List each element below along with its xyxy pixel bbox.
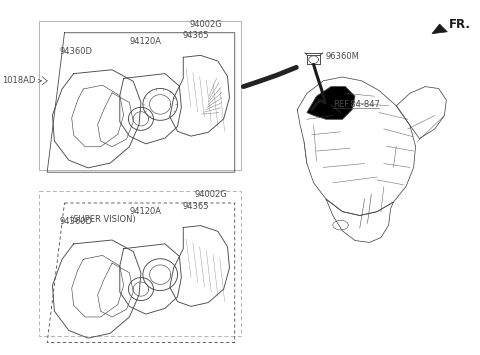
Text: 94365: 94365 xyxy=(182,32,209,40)
Text: 94360D: 94360D xyxy=(59,47,92,56)
Bar xyxy=(39,191,241,336)
Polygon shape xyxy=(432,24,447,34)
Text: FR.: FR. xyxy=(448,18,470,31)
Text: 94002G: 94002G xyxy=(190,20,222,29)
Bar xyxy=(39,21,241,170)
Text: 1018AD: 1018AD xyxy=(2,76,36,85)
Text: 94360D: 94360D xyxy=(59,217,92,226)
Text: (SUPER VISION): (SUPER VISION) xyxy=(70,214,136,224)
Text: 94120A: 94120A xyxy=(130,37,162,46)
Text: 94002G: 94002G xyxy=(194,190,227,199)
Text: 94365: 94365 xyxy=(182,202,209,211)
Polygon shape xyxy=(307,87,355,119)
Text: 94120A: 94120A xyxy=(130,207,162,217)
Text: REF.84-847: REF.84-847 xyxy=(333,100,380,109)
Text: 96360M: 96360M xyxy=(325,52,359,61)
